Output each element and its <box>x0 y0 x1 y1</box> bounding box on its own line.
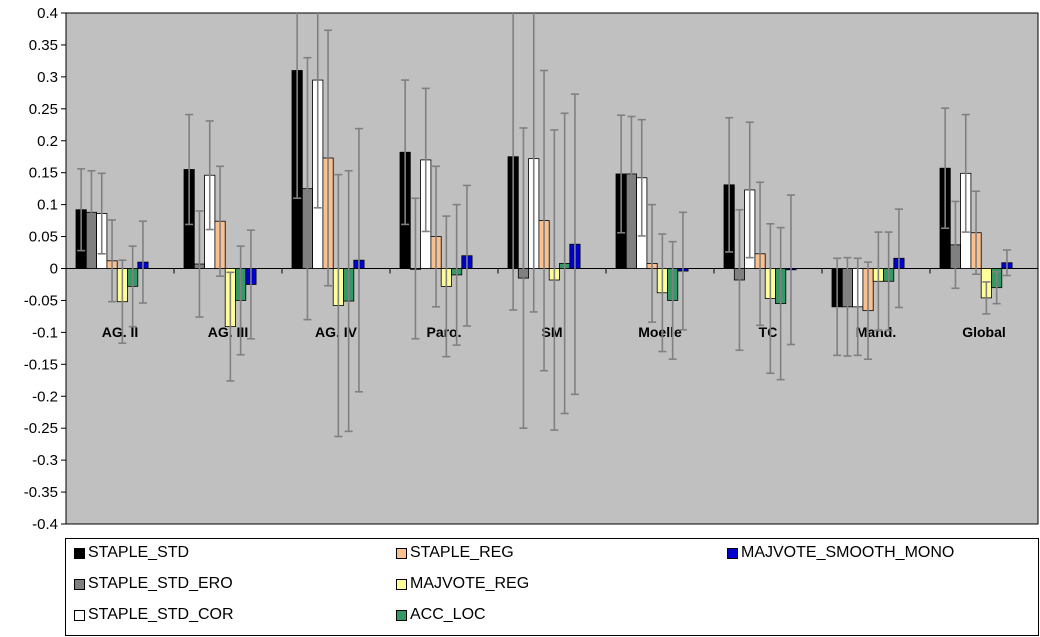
y-tick-label: 0.3 <box>37 69 58 86</box>
y-tick-label: 0.4 <box>37 5 58 22</box>
y-tick-label: -0.1 <box>32 324 58 341</box>
category-label: Mand. <box>856 324 896 340</box>
legend-swatch <box>74 578 85 590</box>
legend-label: STAPLE_STD_COR <box>88 606 234 623</box>
category-label: Moelle <box>638 324 682 340</box>
legend-swatch <box>396 547 407 559</box>
category-label: Paro. <box>426 324 461 340</box>
category-label: AG. IV <box>315 324 358 340</box>
y-tick-label: 0.15 <box>29 165 58 182</box>
legend-item: STAPLE_STD_COR <box>74 604 234 626</box>
legend-item: ACC_LOC <box>396 604 486 626</box>
y-tick-label: 0.1 <box>37 197 58 214</box>
y-tick-label: 0 <box>50 261 58 278</box>
y-tick-label: -0.35 <box>24 484 58 501</box>
legend-item: STAPLE_STD <box>74 542 189 564</box>
legend-item: STAPLE_STD_ERO <box>74 573 233 595</box>
legend-label: STAPLE_STD <box>88 544 190 561</box>
legend-swatch <box>74 609 85 621</box>
category-label: SM <box>542 324 563 340</box>
legend-swatch <box>396 609 407 621</box>
y-tick-label: -0.4 <box>32 516 58 533</box>
legend-swatch <box>727 547 738 559</box>
legend-label: ACC_LOC <box>410 606 486 623</box>
y-tick-label: 0.35 <box>29 37 58 54</box>
legend: STAPLE_STD STAPLE_STD_ERO STAPLE_STD_COR ST… <box>65 538 1039 636</box>
legend-label: MAJVOTE_REG <box>410 575 530 592</box>
y-tick-label: 0.05 <box>29 229 58 246</box>
y-tick-label: -0.15 <box>24 356 58 373</box>
y-tick-label: -0.05 <box>24 292 58 309</box>
category-label: TC <box>759 324 778 340</box>
error-bars <box>77 13 1011 438</box>
y-tick-label: -0.2 <box>32 388 58 405</box>
category-label: AG. II <box>102 324 139 340</box>
category-label: AG. III <box>208 324 248 340</box>
legend-label: STAPLE_REG <box>410 544 514 561</box>
category-label: Global <box>962 324 1006 340</box>
legend-label: MAJVOTE_SMOOTH_MONO <box>741 544 955 561</box>
legend-item: STAPLE_REG <box>396 542 514 564</box>
legend-swatch <box>396 578 407 590</box>
legend-item: MAJVOTE_REG <box>396 573 529 595</box>
legend-item: MAJVOTE_SMOOTH_MONO <box>727 542 954 564</box>
y-tick-label: 0.2 <box>37 133 58 150</box>
y-tick-label: -0.25 <box>24 420 58 437</box>
legend-label: STAPLE_STD_ERO <box>88 575 233 592</box>
legend-swatch <box>74 547 85 559</box>
y-tick-label: -0.3 <box>32 452 58 469</box>
y-tick-label: 0.25 <box>29 101 58 118</box>
